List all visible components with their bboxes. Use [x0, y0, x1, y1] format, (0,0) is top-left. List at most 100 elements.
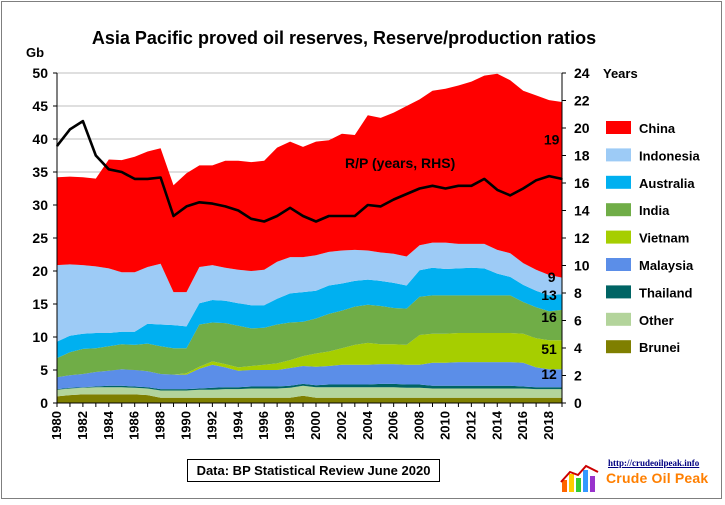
x-tick-label: 2014: [489, 410, 504, 440]
x-tick-label: 1982: [75, 411, 90, 440]
rp-line-point: [341, 215, 343, 217]
rp-line: [55, 119, 563, 223]
rp-line-point: [211, 202, 214, 205]
annotation-label: 19: [544, 131, 560, 147]
rp-line-point: [548, 175, 550, 177]
rp-line-point: [379, 205, 382, 208]
rp-line-point: [107, 168, 110, 171]
x-tick-label: 1994: [230, 410, 245, 440]
right-tick-label: 8: [574, 285, 582, 301]
left-tick-label: 35: [32, 164, 48, 180]
x-tick-label: 2016: [515, 411, 530, 440]
rp-line-point: [146, 178, 149, 180]
rp-line-point: [315, 220, 317, 223]
rp-line-point: [95, 154, 97, 157]
legend-label-vietnam: Vietnam: [639, 231, 689, 246]
rp-line-point: [405, 193, 408, 195]
right-tick-label: 4: [574, 340, 582, 356]
logo-url: http://crudeoilpeak.info: [608, 458, 700, 468]
oil-well-icon: [560, 464, 599, 492]
rp-line-point: [69, 128, 71, 131]
x-tick-label: 1980: [49, 411, 64, 440]
annotation-label: 9: [548, 269, 556, 285]
left-tick-label: 45: [32, 98, 48, 114]
legend-swatch-malaysia: [606, 258, 631, 271]
legend-label-australia: Australia: [639, 176, 695, 191]
right-tick-label: 0: [574, 395, 582, 411]
rp-line-layer: [55, 119, 563, 223]
legend-swatch-thailand: [606, 285, 631, 299]
rp-line-point: [535, 179, 537, 182]
x-tick-label: 1996: [256, 411, 271, 440]
left-axis-ticks: 0 5 10 15 20 25 30 35 40 45 50: [32, 65, 57, 411]
legend-label-indonesia: Indonesia: [639, 148, 700, 163]
left-tick-label: 0: [40, 395, 48, 411]
logo-name: Crude Oil Peak: [606, 470, 709, 486]
rp-line-point: [263, 220, 265, 223]
legend-label-brunei: Brunei: [639, 340, 680, 355]
area-brunei: [57, 394, 562, 403]
annotation-label: 13: [541, 287, 557, 303]
rp-line-point: [418, 187, 421, 190]
right-tick-label: 22: [574, 93, 590, 109]
right-tick-label: 20: [574, 120, 590, 136]
x-tick-label: 2004: [360, 410, 375, 440]
left-tick-label: 40: [32, 131, 48, 147]
rp-line-point: [133, 178, 136, 180]
rp-line-point: [185, 205, 188, 208]
left-tick-label: 15: [32, 296, 48, 312]
legend-swatch-india: [606, 203, 631, 217]
rp-line-point: [496, 189, 499, 191]
right-tick-label: 12: [574, 230, 590, 246]
x-axis-ticks: 1980 1982 1984 1986 1988 1990 1992 1994 1996 1998…: [49, 403, 563, 440]
rp-line-point: [354, 215, 356, 217]
area-other: [57, 385, 562, 398]
rp-line-point: [392, 198, 395, 201]
right-tick-label: 10: [574, 258, 590, 274]
x-tick-label: 1992: [204, 411, 219, 440]
legend-label-india: India: [639, 203, 670, 218]
area-australia: [57, 267, 562, 359]
right-tick-label: 16: [574, 175, 590, 191]
rp-line-point: [276, 215, 278, 217]
left-axis-unit-label: Gb: [26, 45, 44, 60]
legend-swatch-australia: [606, 175, 631, 189]
x-tick-label: 1988: [153, 411, 168, 440]
area-china: [57, 73, 562, 293]
x-tick-label: 2000: [308, 411, 323, 440]
annotation-label: 16: [541, 309, 557, 325]
x-tick-label: 1986: [127, 411, 142, 440]
rp-line-point: [198, 201, 201, 204]
left-tick-label: 5: [40, 362, 48, 378]
rp-line-point: [328, 215, 330, 217]
x-tick-label: 1998: [282, 411, 297, 440]
legend-swatch-other: [606, 312, 631, 326]
legend-swatch-indonesia: [606, 148, 631, 162]
rp-line-point: [289, 206, 291, 209]
right-tick-label: 6: [574, 313, 582, 329]
annotation-label: 12: [541, 366, 557, 382]
rp-line-point: [509, 194, 512, 197]
rp-line-point: [159, 176, 162, 179]
legend-swatch-china: [606, 121, 631, 134]
area-malaysia: [57, 362, 562, 390]
legend-label-other: Other: [639, 313, 674, 328]
rp-line-point: [483, 178, 486, 180]
x-tick-label: 1990: [178, 411, 193, 440]
legend-label-china: China: [639, 121, 676, 136]
data-source-label: Data: BP Statistical Review June 2020: [187, 459, 440, 482]
left-tick-label: 30: [32, 197, 48, 213]
legend: China Indonesia Australia India Vietnam Malay…: [606, 121, 700, 355]
stacked-areas: [57, 73, 562, 403]
x-tick-label: 2012: [463, 411, 478, 440]
rp-line-point: [250, 217, 253, 220]
rp-line-point: [172, 215, 175, 217]
x-tick-label: 1984: [101, 410, 116, 440]
rp-line-point: [224, 205, 227, 208]
area-thailand: [57, 383, 562, 391]
legend-swatch-brunei: [606, 340, 631, 354]
annotation-label: R/P (years, RHS): [345, 155, 455, 171]
crude-oil-peak-logo[interactable]: http://crudeoilpeak.info Crude Oil Peak: [560, 458, 712, 494]
